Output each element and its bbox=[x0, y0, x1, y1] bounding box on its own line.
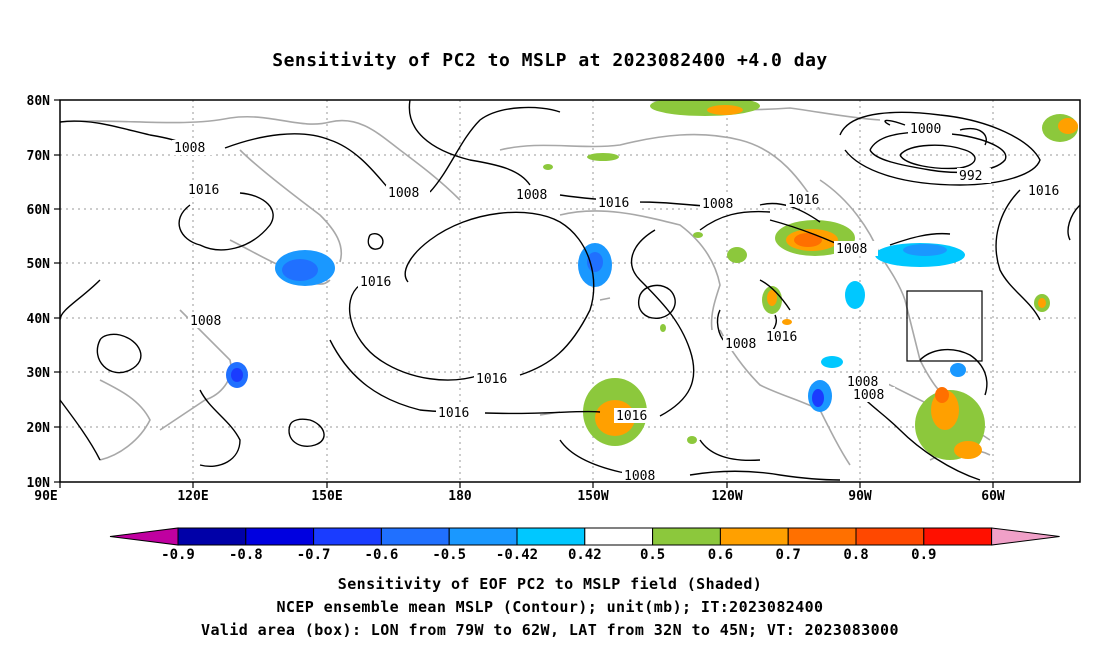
lon-label: 120W bbox=[711, 489, 742, 504]
contour-label: 1016 bbox=[438, 406, 469, 421]
colorbar-label: -0.5 bbox=[432, 547, 466, 563]
colorbar-label: -0.7 bbox=[297, 547, 331, 563]
contour-label: 1016 bbox=[476, 372, 507, 387]
axis-ticks bbox=[54, 99, 994, 488]
colorbar-swatch bbox=[652, 527, 721, 546]
caption-line-1: Sensitivity of EOF PC2 to MSLP field (Sh… bbox=[337, 575, 763, 593]
colorbar-label: -0.8 bbox=[229, 547, 263, 563]
lat-label: 40N bbox=[27, 312, 51, 327]
colorbar-swatch bbox=[177, 527, 247, 546]
contour-label: 1008 bbox=[516, 188, 547, 203]
shading bbox=[226, 100, 1078, 460]
colorbar-label: 0.5 bbox=[640, 547, 665, 563]
colorbar-swatch bbox=[245, 527, 315, 546]
colorbar-label: -0.6 bbox=[365, 547, 399, 563]
colorbar-swatch bbox=[584, 527, 654, 546]
colorbar-swatch bbox=[923, 527, 993, 546]
colorbar-swatch bbox=[380, 527, 450, 546]
valid-area-box bbox=[906, 290, 983, 362]
colorbar-swatch bbox=[448, 527, 518, 546]
lat-label: 60N bbox=[27, 203, 51, 218]
colorbar-label: 0.6 bbox=[708, 547, 733, 563]
contour-label: 1008 bbox=[847, 375, 878, 390]
contour-label: 1016 bbox=[1028, 184, 1059, 199]
lat-label: 10N bbox=[27, 476, 51, 491]
colorbar-swatch bbox=[991, 527, 1060, 546]
colorbar-label: 0.42 bbox=[568, 547, 602, 563]
contour-label: 1016 bbox=[598, 196, 629, 211]
colorbar-label: 0.9 bbox=[911, 547, 936, 563]
caption-line-2: NCEP ensemble mean MSLP (Contour); unit(… bbox=[276, 598, 824, 616]
contour-label: 1008 bbox=[190, 314, 221, 329]
lon-label: 60W bbox=[981, 489, 1005, 504]
lat-labels: 80N 70N 60N 50N 40N 30N 20N 10N bbox=[27, 94, 51, 491]
colorbar-label: -0.9 bbox=[161, 547, 195, 563]
colorbar-swatch bbox=[787, 527, 857, 546]
map-frame bbox=[59, 99, 1081, 483]
colorbar: -0.9 -0.8 -0.7 -0.6 -0.5 -0.42 0.42 0.5 0.6 0.7 0.… bbox=[109, 527, 1060, 563]
lon-label: 90W bbox=[848, 489, 872, 504]
contour-label: 992 bbox=[959, 169, 982, 184]
caption-line-3: Valid area (box): LON from 79W to 62W, L… bbox=[201, 621, 899, 639]
map-title: Sensitivity of PC2 to MSLP at 2023082400… bbox=[272, 50, 828, 71]
contour-label: 1016 bbox=[360, 275, 391, 290]
lon-label: 150W bbox=[577, 489, 608, 504]
contour-label: 1016 bbox=[766, 330, 797, 345]
contour-label: 1016 bbox=[788, 193, 819, 208]
contour-label: 1000 bbox=[910, 122, 941, 137]
colorbar-label: 0.8 bbox=[843, 547, 868, 563]
colorbar-swatch bbox=[516, 527, 586, 546]
contour-label: 1008 bbox=[725, 337, 756, 352]
lon-label: 150E bbox=[311, 489, 342, 504]
contour-label: 1016 bbox=[188, 183, 219, 198]
lon-label: 120E bbox=[177, 489, 208, 504]
contour-labels: 1008 1016 1008 1008 1016 1008 1016 1016 … bbox=[172, 121, 1070, 484]
colorbar-swatch bbox=[313, 527, 382, 546]
lat-label: 30N bbox=[27, 366, 51, 381]
lon-labels: 90E 120E 150E 180 150W 120W 90W 60W bbox=[34, 489, 1005, 504]
colorbar-swatch bbox=[855, 527, 925, 546]
lat-label: 80N bbox=[27, 94, 51, 109]
colorbar-swatch bbox=[719, 527, 789, 546]
contour-label: 1008 bbox=[174, 141, 205, 156]
colorbar-swatch bbox=[109, 527, 179, 546]
lat-label: 20N bbox=[27, 421, 51, 436]
contour-label: 1016 bbox=[616, 409, 647, 424]
map-area: 1008 1016 1008 1008 1016 1008 1016 1016 … bbox=[60, 100, 1080, 484]
contour-label: 1008 bbox=[624, 469, 655, 484]
colorbar-label: -0.42 bbox=[496, 547, 538, 563]
contour-label: 1008 bbox=[702, 197, 733, 212]
lon-label: 90E bbox=[34, 489, 57, 504]
contour-label: 1008 bbox=[836, 242, 867, 257]
contour-label: 1008 bbox=[853, 388, 884, 403]
contour-label: 1008 bbox=[388, 186, 419, 201]
lat-label: 50N bbox=[27, 257, 51, 272]
lon-label: 180 bbox=[448, 489, 472, 504]
colorbar-label: 0.7 bbox=[776, 547, 801, 563]
lat-label: 70N bbox=[27, 149, 51, 164]
